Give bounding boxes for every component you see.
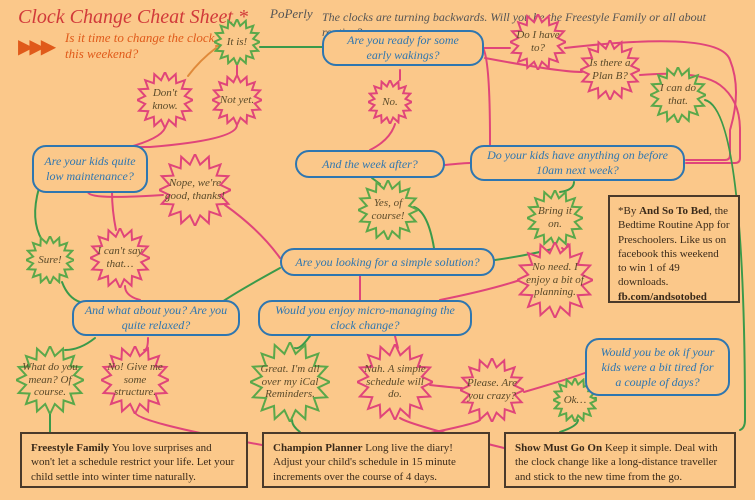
burst-label: Ok… — [560, 394, 591, 407]
node-q_relaxed: And what about you? Are you quite relaxe… — [72, 300, 240, 336]
question-label: And the week after? — [322, 157, 418, 172]
burst-label: Is there a Plan B? — [580, 57, 640, 82]
edge-11 — [370, 124, 395, 150]
node-q_lowmaint: Are your kids quite low maintenance? — [32, 145, 148, 193]
question-label: Do your kids have anything on before 10a… — [482, 148, 673, 178]
question-label: Are your kids quite low maintenance? — [44, 154, 136, 184]
burst-label: Nah. A simple schedule will do. — [357, 363, 433, 401]
burst-label: It is! — [223, 36, 251, 49]
start-arrows: ▶▶▶ — [18, 34, 52, 59]
burst-label: Yes, of course! — [358, 197, 418, 222]
flowchart-canvas: Clock Change Cheat Sheet * PoPerly The c… — [0, 0, 755, 500]
node-b_nope: Nope, we're good, thanks! — [159, 154, 231, 226]
node-b_structure: No! Give me some structure. — [101, 346, 169, 414]
burst-label: Do I have to? — [510, 29, 566, 54]
node-out1: Freestyle Family You love surprises and … — [20, 432, 248, 488]
node-b_planb: Is there a Plan B? — [580, 40, 640, 100]
promo-text: *By And So To Bed, the Bedtime Routine A… — [618, 205, 730, 303]
node-q_early: Are you ready for some early wakings? — [322, 30, 484, 66]
burst-label: Don't know. — [137, 87, 193, 112]
node-q_weekafter: And the week after? — [295, 150, 445, 178]
node-out2: Champion Planner Long live the diary! Ad… — [262, 432, 490, 488]
node-b_itis: It is! — [214, 19, 260, 65]
burst-label: What do you mean? Of course. — [16, 361, 84, 399]
edge-28 — [225, 205, 280, 258]
burst-label: Not yet. — [216, 94, 258, 107]
node-q_simple: Are you looking for a simple solution? — [280, 248, 495, 276]
edge-23 — [62, 282, 80, 302]
node-b_great: Great. I'm all over my iCal Reminders. — [250, 342, 330, 422]
burst-label: Sure! — [34, 254, 65, 267]
burst-label: Bring it on. — [527, 205, 583, 230]
edge-24 — [125, 286, 140, 300]
edge-41 — [445, 163, 470, 165]
start-label: Is it time to change the clock this week… — [65, 30, 214, 61]
node-promo: *By And So To Bed, the Bedtime Routine A… — [608, 195, 740, 303]
node-b_bringit: Bring it on. — [527, 190, 583, 246]
node-b_candothat: I can do that. — [650, 67, 706, 123]
node-b_noneed: No need. I enjoy a bit of planning. — [517, 242, 593, 318]
outcome-text: Show Must Go On Keep it simple. Deal wit… — [515, 442, 718, 483]
node-b_sure: Sure! — [26, 236, 74, 284]
node-q_before10: Do your kids have anything on before 10a… — [470, 145, 685, 181]
edge-22 — [112, 192, 116, 230]
burst-label: Great. I'm all over my iCal Reminders. — [250, 363, 330, 401]
question-label: Are you looking for a simple solution? — [295, 255, 479, 270]
burst-label: Nope, we're good, thanks! — [159, 177, 231, 202]
node-q_micro: Would you enjoy micro-managing the clock… — [258, 300, 472, 336]
edge-21 — [35, 188, 42, 240]
burst-label: I can't say that… — [90, 245, 150, 270]
logo: PoPerly — [270, 6, 313, 22]
burst-label: No need. I enjoy a bit of planning. — [517, 261, 593, 299]
node-b_yesof: Yes, of course! — [358, 180, 418, 240]
burst-label: I can do that. — [650, 82, 706, 107]
node-b_haveto: Do I have to? — [510, 14, 566, 70]
node-q_start: Is it time to change the clock this week… — [65, 30, 230, 61]
question-label: Are you ready for some early wakings? — [334, 33, 472, 63]
node-b_notyet: Not yet. — [212, 75, 262, 125]
node-b_nah: Nah. A simple schedule will do. — [357, 344, 433, 420]
edge-36 — [430, 385, 462, 388]
node-b_no1: No. — [368, 80, 412, 124]
burst-label: No. — [378, 96, 402, 109]
node-q_tired: Would you be ok if your kids were a bit … — [585, 338, 730, 396]
burst-label: Please. Are you crazy? — [460, 377, 524, 402]
question-label: And what about you? Are you quite relaxe… — [84, 303, 228, 333]
outcome-text: Freestyle Family You love surprises and … — [31, 442, 234, 483]
node-b_whatmean: What do you mean? Of course. — [16, 346, 84, 414]
node-b_cantsay: I can't say that… — [90, 228, 150, 288]
node-b_dontknow: Don't know. — [137, 72, 193, 128]
edge-20 — [440, 280, 520, 300]
node-out3: Show Must Go On Keep it simple. Deal wit… — [504, 432, 736, 488]
question-label: Would you be ok if your kids were a bit … — [597, 345, 718, 390]
outcome-text: Champion Planner Long live the diary! Ad… — [273, 442, 456, 483]
question-label: Would you enjoy micro-managing the clock… — [270, 303, 460, 333]
node-b_please: Please. Are you crazy? — [460, 358, 524, 422]
edge-12 — [118, 125, 237, 147]
burst-label: No! Give me some structure. — [101, 361, 169, 399]
